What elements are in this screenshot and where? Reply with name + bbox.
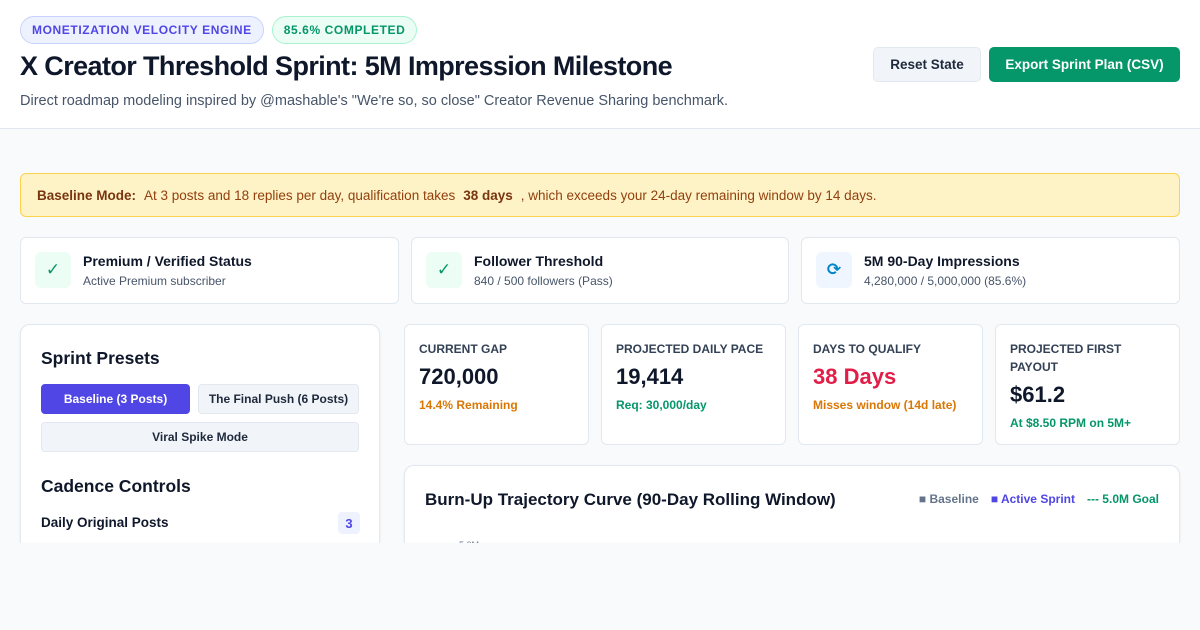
metric-current-gap: Current Gap 720,000 14.4% Remaining	[404, 324, 589, 445]
metric-days-to-qualify: Days to Qualify 38 Days Misses window (1…	[798, 324, 983, 445]
chart-legend: ■ Baseline ■ Active Sprint --- 5.0M Goal	[919, 492, 1159, 506]
status-subtitle: Active Premium subscriber	[83, 274, 226, 288]
metric-note: Misses window (14d late)	[813, 398, 957, 412]
sprint-controls-panel: Sprint Presets Baseline (3 Posts) The Fi…	[20, 324, 380, 584]
metric-label: Projected First Payout	[1010, 342, 1122, 374]
refresh-icon: ⟳	[816, 252, 852, 288]
preset-final-push-button[interactable]: The Final Push (6 Posts)	[198, 384, 359, 414]
alert-days: 38 days	[463, 187, 513, 203]
presets-heading: Sprint Presets	[41, 348, 160, 368]
check-icon: ✓	[35, 252, 71, 288]
preset-baseline-button[interactable]: Baseline (3 Posts)	[41, 384, 190, 414]
chart-title: Burn-Up Trajectory Curve (90-Day Rolling…	[425, 490, 836, 509]
metric-value: 38 Days	[813, 364, 897, 389]
status-title: Follower Threshold	[474, 253, 604, 269]
status-card-followers: ✓ Follower Threshold 840 / 500 followers…	[411, 237, 789, 304]
page-header: MONETIZATION VELOCITY ENGINE 85.6% COMPL…	[0, 0, 1200, 129]
status-subtitle: 840 / 500 followers (Pass)	[474, 274, 613, 288]
page-subtitle: Direct roadmap modeling inspired by @mas…	[20, 93, 729, 109]
reset-state-button[interactable]: Reset State	[873, 47, 981, 82]
legend-baseline: ■ Baseline	[918, 492, 979, 506]
metric-value: $61.2	[1010, 382, 1066, 407]
cadence-heading: Cadence Controls	[41, 476, 191, 496]
metric-label: Days to Qualify	[813, 342, 922, 356]
status-title: Premium / Verified Status	[83, 253, 252, 269]
daily-posts-value: 3	[338, 512, 360, 534]
metric-note: Req: 30,000/day	[616, 398, 707, 412]
export-csv-button[interactable]: Export Sprint Plan (CSV)	[989, 47, 1180, 82]
metric-label: Current Gap	[419, 342, 508, 356]
metric-value: 19,414	[616, 364, 684, 389]
status-card-impressions: ⟳ 5M 90-Day Impressions 4,280,000 / 5,00…	[801, 237, 1180, 304]
viewport-blank-area	[0, 543, 1200, 630]
header-badges: MONETIZATION VELOCITY ENGINE 85.6% COMPL…	[20, 16, 418, 44]
daily-posts-label: Daily Original Posts	[41, 515, 169, 530]
metric-note: 14.4% Remaining	[419, 398, 518, 412]
metric-daily-pace: Projected Daily Pace 19,414 Req: 30,000/…	[601, 324, 786, 445]
metric-label: Projected Daily Pace	[616, 342, 764, 356]
alert-text-after: , which exceeds your 24-day remaining wi…	[520, 187, 877, 203]
baseline-alert: Baseline Mode: At 3 posts and 18 replies…	[20, 173, 1180, 217]
engine-badge: MONETIZATION VELOCITY ENGINE	[20, 16, 264, 44]
progress-badge: 85.6% COMPLETED	[271, 16, 418, 44]
page-title: X Creator Threshold Sprint: 5M Impressio…	[20, 51, 673, 81]
metric-value: 720,000	[419, 364, 499, 389]
status-subtitle: 4,280,000 / 5,000,000 (85.6%)	[864, 274, 1027, 288]
check-icon: ✓	[426, 252, 462, 288]
alert-mode: Baseline Mode:	[37, 187, 137, 203]
legend-goal: --- 5.0M Goal	[1086, 492, 1159, 506]
alert-text-before: At 3 posts and 18 replies per day, quali…	[144, 187, 456, 203]
legend-active-sprint: ■ Active Sprint	[990, 492, 1075, 506]
preset-viral-button[interactable]: Viral Spike Mode	[41, 422, 359, 452]
status-title: 5M 90-Day Impressions	[864, 253, 1020, 269]
metric-note: At $8.50 RPM on 5M+	[1010, 416, 1132, 430]
status-card-premium: ✓ Premium / Verified Status Active Premi…	[20, 237, 399, 304]
metric-first-payout: Projected First Payout $61.2 At $8.50 RP…	[995, 324, 1180, 445]
